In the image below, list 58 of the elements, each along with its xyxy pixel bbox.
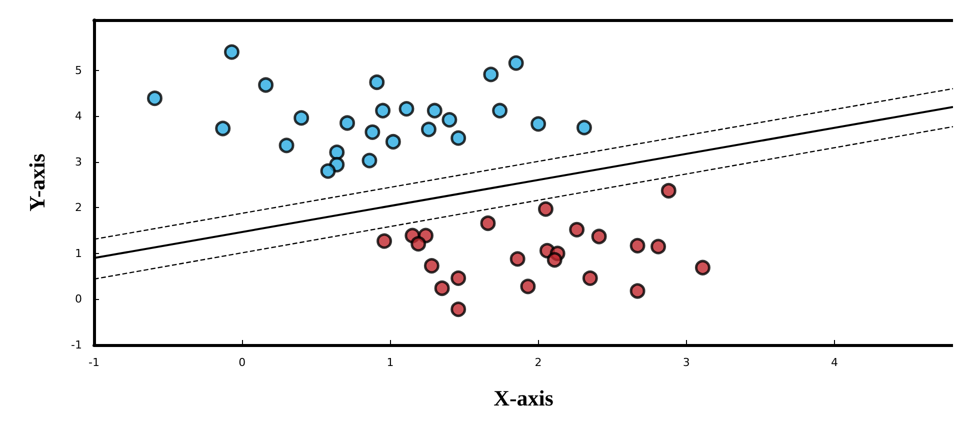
point (480, 215, 496, 231)
point (224, 44, 240, 60)
point (591, 228, 607, 244)
y-tick-label: 4 (75, 110, 82, 123)
point (410, 236, 426, 252)
x-axis-title: X-axis (494, 386, 554, 410)
point (510, 251, 526, 267)
point (364, 124, 380, 140)
point (258, 77, 274, 93)
point (426, 102, 442, 118)
point (630, 283, 646, 299)
point (424, 258, 440, 274)
y-tick-label: 3 (75, 155, 82, 168)
y-axis-title: Y-axis (24, 153, 50, 212)
point (520, 278, 536, 294)
point (582, 270, 598, 286)
point (546, 252, 562, 268)
point (530, 116, 546, 132)
point (420, 122, 436, 138)
x-tick-label: 2 (534, 356, 542, 369)
point (278, 138, 294, 154)
y-tick-label: 5 (75, 64, 82, 77)
point (492, 102, 508, 118)
point (362, 152, 378, 168)
point (650, 238, 666, 254)
x-tick-label: -1 (88, 356, 100, 369)
point (630, 238, 646, 254)
point (385, 134, 401, 150)
point (450, 302, 466, 318)
point (376, 233, 392, 249)
point (483, 66, 499, 82)
point (340, 115, 356, 131)
x-tick-label: 0 (238, 356, 246, 369)
point (146, 90, 162, 106)
point (398, 101, 414, 117)
y-tick-label: 1 (75, 246, 82, 260)
point (215, 120, 231, 136)
y-tick-label: -1 (71, 338, 82, 352)
point (694, 260, 710, 276)
point (508, 55, 524, 71)
point (660, 182, 676, 198)
point (375, 102, 391, 118)
point (329, 144, 345, 160)
point (569, 222, 585, 238)
x-tick-label: 1 (386, 356, 394, 369)
y-tick-label: 0 (75, 292, 82, 306)
point (538, 201, 554, 217)
y-tick-label: 2 (75, 201, 82, 214)
point (434, 280, 450, 296)
point (450, 130, 466, 146)
point (369, 74, 385, 90)
point (294, 110, 310, 126)
point (576, 120, 592, 136)
x-tick-label: 3 (682, 356, 690, 369)
point (450, 270, 466, 286)
point (320, 163, 336, 179)
x-tick-label: 4 (831, 356, 838, 369)
point (442, 112, 458, 128)
